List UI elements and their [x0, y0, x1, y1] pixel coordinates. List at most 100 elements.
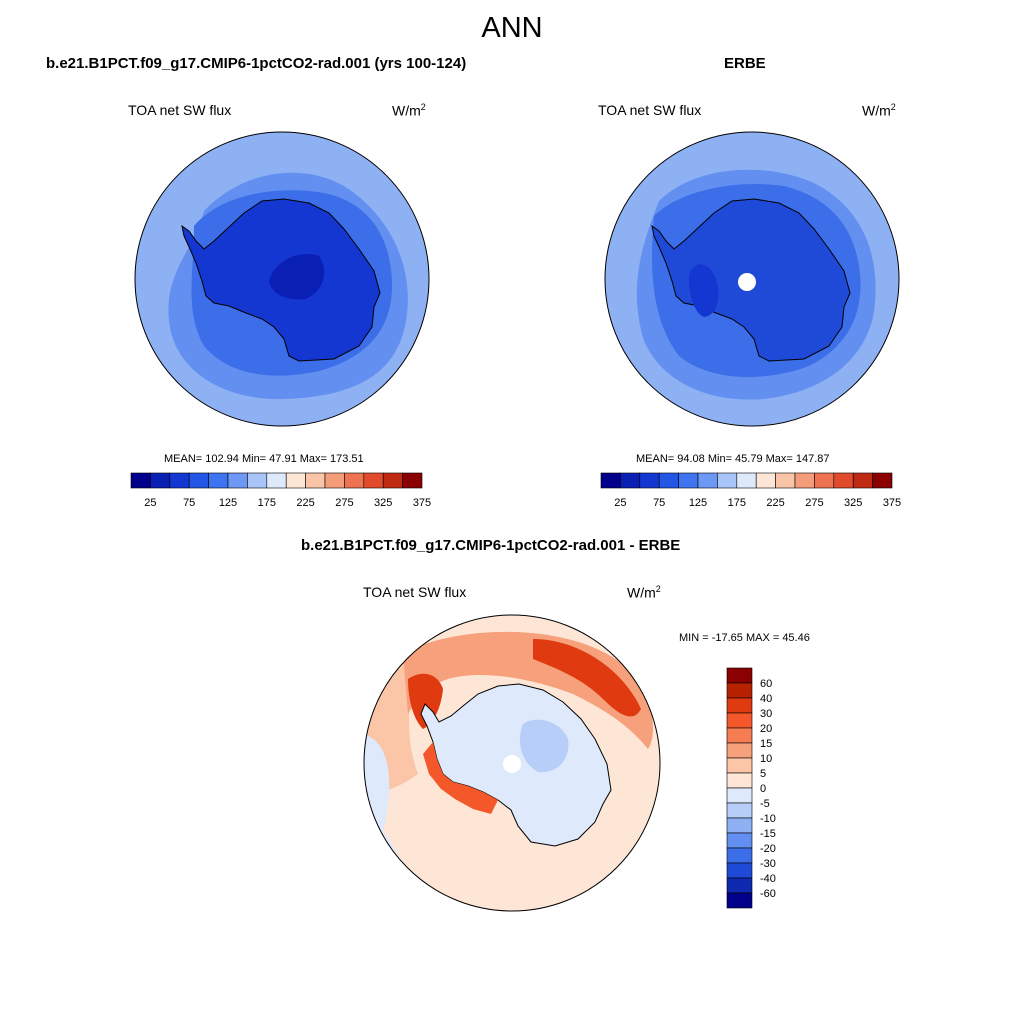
panel-1-field-min: [269, 253, 325, 300]
panel-3-stats: MIN = -17.65 MAX = 45.46: [679, 632, 810, 644]
figure-title: ANN: [481, 12, 543, 44]
panel-2-colorbar-tick-label: 275: [805, 497, 823, 509]
panel-3-colorbar-box: [726, 727, 753, 744]
panel-1-colorbar-box: [382, 472, 403, 489]
panel-3-colorbar-tick-label: -15: [760, 828, 776, 840]
panel-2-field-min: [688, 264, 719, 317]
panel-1-colorbar: 25 75 125 175 225 275 325 375: [130, 472, 431, 509]
panel-1-colorbar-tick-label: 375: [413, 497, 431, 509]
panel-2-variable-label: TOA net SW flux: [598, 102, 702, 118]
panel-1-colorbar-box: [266, 472, 287, 489]
panel-2-colorbar-box: [852, 472, 873, 489]
panel-3-title: b.e21.B1PCT.f09_g17.CMIP6-1pctCO2-rad.00…: [301, 537, 681, 554]
panel-2-colorbar: 25 75 125 175 225 275 325 375: [600, 472, 901, 509]
panel-1-colorbar-tick-label: 25: [144, 497, 156, 509]
panel-2-units-label: W/m2: [862, 102, 896, 119]
panel-1-colorbar-box: [305, 472, 326, 489]
panel-3-colorbar-box: [726, 757, 753, 774]
panel-1-units-label: W/m2: [392, 102, 426, 119]
panel-1-colorbar-box: [208, 472, 229, 489]
panel-1-title: b.e21.B1PCT.f09_g17.CMIP6-1pctCO2-rad.00…: [46, 55, 467, 72]
panel-3-colorbar-box: [726, 847, 753, 864]
panel-3-colorbar-box: [726, 787, 753, 804]
panel-2-pole-hole: [738, 273, 756, 291]
panel-1-stats: MEAN= 102.94 Min= 47.91 Max= 173.51: [164, 453, 364, 465]
panel-2-colorbar-box: [814, 472, 835, 489]
panel-3-colorbar-box: [726, 772, 753, 789]
panel-3-colorbar-tick-label: 20: [760, 723, 772, 735]
panel-1-colorbar-box: [324, 472, 345, 489]
panel-3-colorbar-box: [726, 742, 753, 759]
panel-3-pole-hole: [503, 755, 521, 773]
panel-1-colorbar-box: [285, 472, 306, 489]
panel-3-colorbar-box: [726, 802, 753, 819]
panel-3-colorbar-box: [726, 697, 753, 714]
panel-3-colorbar-tick-label: -60: [760, 888, 776, 900]
panel-3-colorbar-box: [726, 667, 753, 684]
panel-3-colorbar-box: [726, 832, 753, 849]
panel-2-colorbar-box: [678, 472, 699, 489]
panel-3-colorbar-box: [726, 862, 753, 879]
panel-3-polar-map: [363, 614, 661, 912]
panel-1-polar-map: [134, 131, 430, 427]
panel-2-stats: MEAN= 94.08 Min= 45.79 Max= 147.87: [636, 453, 830, 465]
panel-2-colorbar-box: [833, 472, 854, 489]
panel-1-colorbar-tick-label: 125: [219, 497, 237, 509]
panel-2-colorbar-box: [600, 472, 621, 489]
panel-2-title: ERBE: [724, 55, 766, 72]
panel-1-colorbar-tick-label: 275: [335, 497, 353, 509]
panel-1-colorbar-box: [247, 472, 268, 489]
panel-2-colorbar-box: [872, 472, 893, 489]
panel-1-colorbar-box: [363, 472, 384, 489]
panel-3-colorbar-box: [726, 817, 753, 834]
panel-3-variable-label: TOA net SW flux: [363, 584, 467, 600]
panel-1-colorbar-box: [402, 472, 423, 489]
panel-2-colorbar-box: [620, 472, 641, 489]
panel-3-units-label: W/m2: [627, 584, 661, 601]
panel-3-colorbar-box: [726, 712, 753, 729]
panel-1-variable-label: TOA net SW flux: [128, 102, 232, 118]
panel-1-colorbar-tick-label: 225: [296, 497, 314, 509]
panel-1-colorbar-box: [150, 472, 171, 489]
panel-2-polar-map: [604, 131, 900, 427]
panel-2-colorbar-box: [775, 472, 796, 489]
panel-3-colorbar-box: [726, 877, 753, 894]
panel-2-colorbar-box: [755, 472, 776, 489]
panel-3-colorbar-box: [726, 682, 753, 699]
panel-3-colorbar-tick-label: 5: [760, 768, 766, 780]
panel-2-colorbar-box: [639, 472, 660, 489]
panel-3-field-interior-neg: [519, 719, 569, 773]
panel-2-colorbar-tick-label: 325: [844, 497, 862, 509]
panel-3-colorbar-tick-label: 30: [760, 708, 772, 720]
panel-3-colorbar-tick-label: -10: [760, 813, 776, 825]
panel-2-colorbar-box: [717, 472, 738, 489]
panel-3-colorbar-box: [726, 892, 753, 909]
panel-3-colorbar-tick-label: -20: [760, 843, 776, 855]
panel-3-colorbar-tick-label: 10: [760, 753, 772, 765]
panel-3-colorbar-tick-label: 60: [760, 678, 772, 690]
panel-2-colorbar-box: [697, 472, 718, 489]
panel-2-colorbar-tick-label: 75: [653, 497, 665, 509]
panel-1-colorbar-tick-label: 175: [258, 497, 276, 509]
panel-1-colorbar-tick-label: 75: [183, 497, 195, 509]
panel-1-colorbar-box: [169, 472, 190, 489]
panel-3-colorbar-tick-label: -40: [760, 873, 776, 885]
panel-2-colorbar-box: [736, 472, 757, 489]
panel-1-colorbar-box: [130, 472, 151, 489]
panel-3-colorbar-tick-label: 15: [760, 738, 772, 750]
panel-3-colorbar-tick-label: 40: [760, 693, 772, 705]
panel-1-colorbar-box: [344, 472, 365, 489]
panel-1-colorbar-tick-label: 325: [374, 497, 392, 509]
panel-3-field-coast-pos: [423, 742, 498, 814]
panel-2-colorbar-tick-label: 175: [728, 497, 746, 509]
panel-3-colorbar-tick-label: -30: [760, 858, 776, 870]
panel-2-colorbar-tick-label: 375: [883, 497, 901, 509]
panel-1-colorbar-box: [227, 472, 248, 489]
panel-3-colorbar-tick-label: 0: [760, 783, 766, 795]
panel-2-colorbar-tick-label: 225: [766, 497, 784, 509]
panel-3-colorbar-tick-label: -5: [760, 798, 770, 810]
panel-3-colorbar: 60 40 30 20 15 10 5 0 -5 -10 -15 -20 -30 -40 -60: [726, 667, 776, 909]
panel-2-colorbar-box: [794, 472, 815, 489]
panel-2-colorbar-tick-label: 25: [614, 497, 626, 509]
panel-3-field-northeast-max: [533, 639, 641, 717]
